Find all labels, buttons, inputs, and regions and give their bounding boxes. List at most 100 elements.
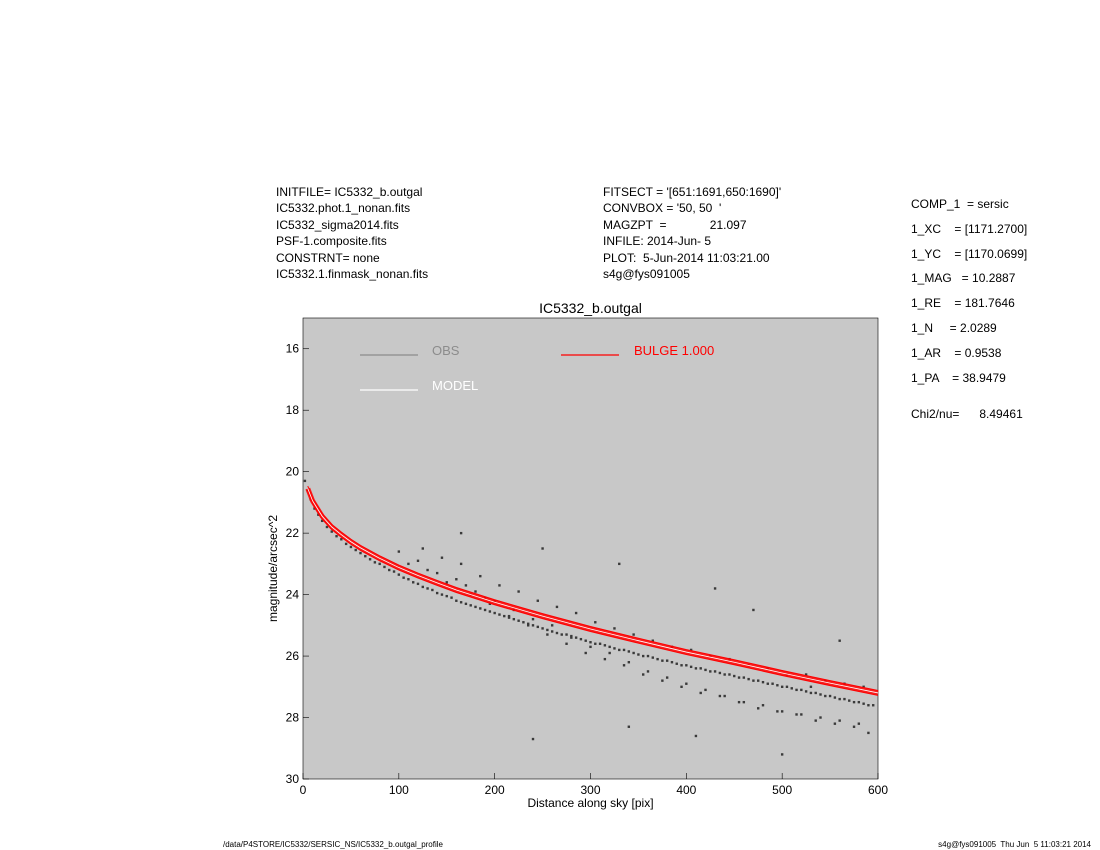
y-tick-label: 16 — [286, 342, 300, 356]
obs-point — [661, 659, 664, 662]
header-right-line: 1_RE = 181.7646 — [911, 296, 1015, 311]
obs-point — [416, 582, 420, 586]
x-tick-label: 300 — [580, 783, 600, 797]
obs-point — [459, 562, 463, 566]
obs-point — [359, 551, 362, 555]
obs-point — [589, 641, 592, 644]
x-tick-label: 500 — [772, 783, 792, 797]
obs-point — [780, 710, 784, 713]
obs-point — [488, 602, 492, 606]
obs-point — [632, 633, 635, 636]
header-right-line: COMP_1 = sersic — [911, 197, 1009, 211]
header-right: COMP_1 = sersic 1_XC = [1171.2700] 1_YC = … — [911, 192, 1027, 427]
obs-point — [718, 694, 722, 698]
obs-point — [627, 725, 631, 728]
obs-point — [517, 619, 520, 622]
y-tick-label: 18 — [286, 403, 300, 417]
obs-point — [761, 680, 765, 684]
obs-point — [718, 671, 722, 675]
obs-point — [464, 602, 468, 606]
obs-point — [814, 691, 817, 695]
header-left-line: IC5332.phot.1_nonan.fits — [276, 201, 411, 216]
obs-point — [397, 573, 401, 576]
obs-point — [618, 648, 621, 652]
obs-point — [450, 596, 453, 599]
obs-point — [565, 642, 568, 645]
obs-point — [397, 550, 401, 553]
obs-point — [416, 559, 420, 562]
header-right-line: 1_AR = 0.9538 — [911, 345, 1002, 360]
obs-point — [440, 556, 444, 559]
obs-point — [464, 584, 468, 587]
obs-point — [479, 607, 482, 610]
obs-point — [867, 704, 870, 707]
legend-obs-label: OBS — [432, 343, 460, 358]
obs-point — [819, 693, 822, 696]
obs-point — [503, 614, 506, 618]
obs-point — [824, 694, 827, 698]
obs-point — [570, 636, 573, 639]
obs-point — [320, 519, 324, 523]
obs-point — [646, 654, 650, 658]
obs-point — [828, 694, 832, 698]
obs-point — [512, 617, 516, 621]
obs-point — [570, 634, 573, 638]
obs-point — [689, 665, 693, 669]
footer-file-path: /data/P4STORE/IC5332/SERSIC_NS/IC5332_b.… — [223, 840, 443, 849]
obs-point — [455, 599, 458, 602]
obs-point — [752, 608, 755, 612]
obs-point — [795, 688, 798, 692]
header-mid-line: INFILE: 2014-Jun- 5 — [603, 234, 712, 249]
obs-point — [531, 617, 535, 621]
obs-point — [622, 648, 626, 652]
y-axis-label: magnitude/arcsec^2 — [266, 515, 280, 622]
obs-point — [713, 670, 717, 673]
obs-point — [421, 547, 424, 550]
obs-point — [809, 685, 813, 688]
obs-point — [546, 628, 549, 632]
obs-point — [431, 588, 434, 592]
obs-point — [589, 645, 592, 649]
obs-point — [723, 673, 726, 676]
obs-point — [555, 605, 559, 609]
obs-point — [804, 673, 808, 676]
obs-point — [766, 682, 769, 685]
obs-point — [872, 704, 875, 707]
obs-point — [637, 653, 640, 656]
obs-point — [541, 547, 544, 550]
y-tick-label: 24 — [286, 588, 300, 602]
bulge-upper-line — [307, 485, 879, 691]
obs-point — [488, 610, 492, 613]
obs-point — [694, 734, 698, 738]
obs-point — [699, 691, 702, 695]
header-mid-line: CONVBOX = '50, 50 ' — [603, 201, 722, 216]
obs-point — [742, 700, 746, 704]
obs-point — [536, 625, 539, 629]
obs-point — [383, 565, 386, 569]
header-middle: FITSECT = '[651:1691,650:1690]' CONVBOX =… — [603, 184, 781, 282]
obs-point — [368, 558, 372, 561]
chart-title: IC5332_b.outgal — [539, 300, 642, 316]
obs-point — [584, 651, 587, 655]
header-right-line: 1_YC = [1170.0699] — [911, 246, 1028, 261]
obs-point — [632, 651, 635, 655]
obs-point — [776, 684, 779, 687]
obs-point — [689, 648, 693, 652]
obs-point — [757, 707, 760, 710]
header-mid-line: PLOT: 5-Jun-2014 11:03:21.00 — [603, 250, 770, 265]
y-tick-label: 26 — [286, 649, 300, 663]
obs-point — [665, 659, 669, 662]
obs-point — [574, 636, 578, 639]
obs-point — [474, 605, 477, 609]
obs-point — [704, 668, 707, 672]
obs-point — [455, 578, 458, 581]
obs-point — [459, 531, 463, 535]
obs-point — [373, 561, 377, 564]
obs-point — [550, 630, 554, 633]
obs-point — [723, 694, 726, 698]
obs-point — [800, 688, 803, 692]
obs-point — [646, 670, 650, 673]
obs-point — [378, 562, 381, 566]
obs-point — [546, 633, 549, 636]
